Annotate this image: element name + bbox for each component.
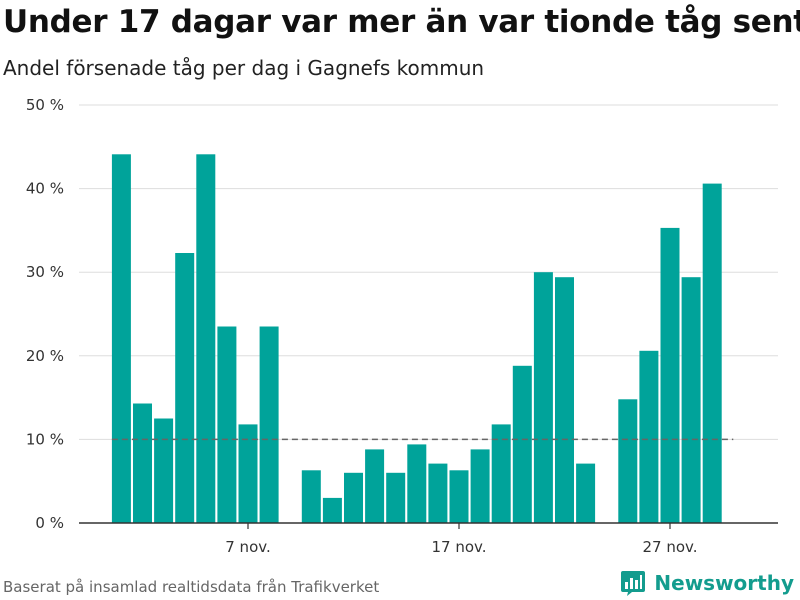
bar-day-8[interactable]	[259, 326, 279, 524]
bar-day-11[interactable]	[322, 497, 342, 523]
bar-day-1[interactable]	[111, 154, 131, 524]
y-tick-label: 0 %	[35, 514, 64, 532]
bar-day-25[interactable]	[618, 399, 638, 523]
chart-title: Under 17 dagar var mer än var tionde tåg…	[3, 4, 800, 40]
bar-chart-logo-icon	[621, 571, 646, 596]
bar-day-5[interactable]	[196, 154, 216, 524]
bar-day-13[interactable]	[365, 449, 385, 523]
bar-day-20[interactable]	[512, 365, 532, 523]
y-tick-label: 50 %	[26, 96, 64, 114]
y-tick-label: 20 %	[26, 347, 64, 365]
bar-day-28[interactable]	[681, 277, 701, 523]
bar-day-12[interactable]	[344, 472, 363, 523]
bar-day-2[interactable]	[133, 403, 152, 524]
x-tick-label: 7 nov.	[225, 538, 270, 556]
bar-day-26[interactable]	[639, 350, 659, 523]
y-tick-label: 10 %	[26, 430, 64, 448]
y-tick-label: 40 %	[26, 180, 64, 198]
bar-day-14[interactable]	[386, 472, 406, 523]
bar-day-7[interactable]	[238, 424, 258, 523]
bar-day-6[interactable]	[217, 326, 237, 524]
chart-subtitle: Andel försenade tåg per dag i Gagnefs ko…	[3, 56, 485, 80]
bar-day-21[interactable]	[533, 272, 553, 523]
bar-day-15[interactable]	[407, 444, 427, 523]
brand-logo[interactable]: Newsworthy	[620, 568, 794, 598]
bar-day-23[interactable]	[576, 463, 596, 523]
brand-name: Newsworthy	[654, 571, 794, 595]
x-tick-label: 27 nov.	[642, 538, 697, 556]
y-tick-label: 30 %	[26, 263, 64, 281]
bar-day-18[interactable]	[470, 449, 490, 523]
bar-day-19[interactable]	[491, 424, 511, 523]
bar-day-4[interactable]	[175, 253, 195, 523]
bar-day-22[interactable]	[555, 277, 574, 523]
bar-day-10[interactable]	[301, 470, 321, 523]
axes: 0 % 10 % 20 % 30 % 40 % 50 % 7 nov. 17 nov. 27 n…	[26, 96, 778, 556]
bar-day-3[interactable]	[154, 418, 174, 524]
source-footer: Baserat på insamlad realtidsdata från Tr…	[3, 578, 380, 596]
bar-day-16[interactable]	[428, 463, 448, 523]
bars	[111, 154, 722, 524]
bar-day-29[interactable]	[702, 183, 722, 523]
bar-day-17[interactable]	[449, 470, 469, 523]
bar-day-27[interactable]	[660, 227, 680, 523]
x-tick-label: 17 nov.	[431, 538, 486, 556]
